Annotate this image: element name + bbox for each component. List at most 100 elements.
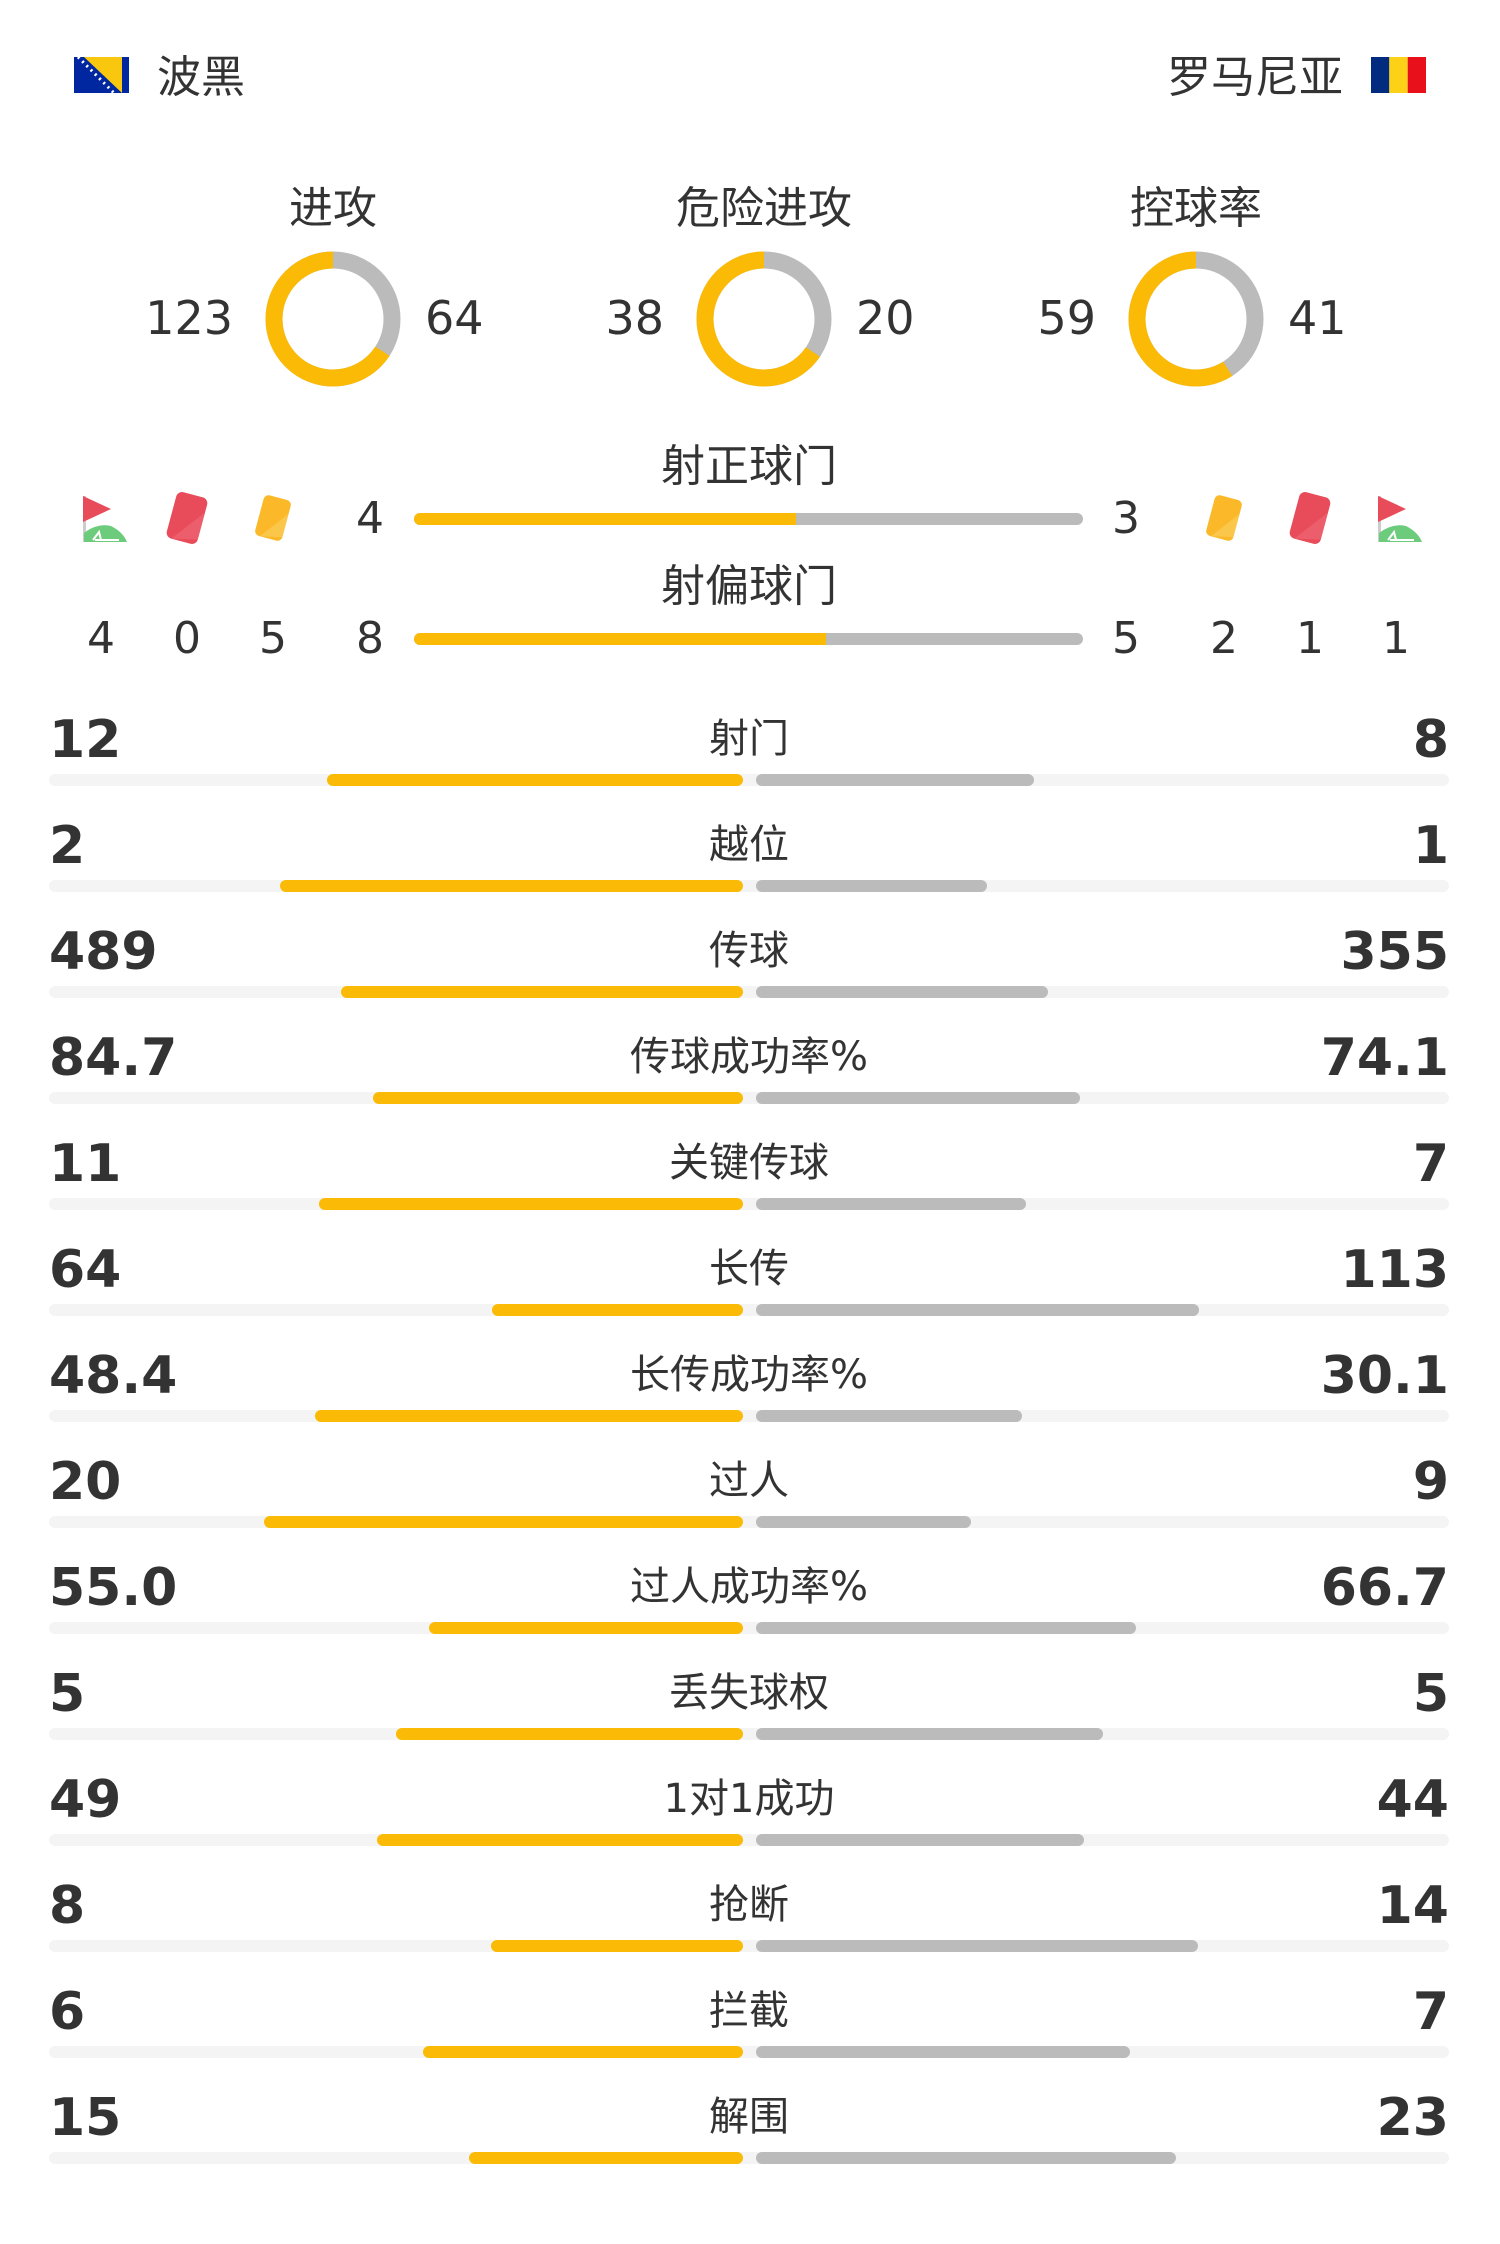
stat-away-value: 355 — [1340, 922, 1449, 982]
stat-away-value: 14 — [1376, 1876, 1449, 1936]
stat-label: 解围 — [709, 2094, 789, 2140]
stat-row: 8 抢断 14 — [0, 1876, 1500, 1956]
stat-away-value: 7 — [1412, 1982, 1449, 2042]
stat-home-value: 49 — [49, 1770, 122, 1830]
shots-off-target-home: 8 — [356, 613, 384, 664]
stat-track — [49, 2152, 1449, 2164]
stat-row: 15 解围 23 — [0, 2088, 1500, 2168]
shots-off-target-away: 5 — [1112, 613, 1140, 664]
stat-away-value: 7 — [1412, 1134, 1449, 1194]
stat-home-bar — [429, 1622, 743, 1634]
stat-track — [49, 1834, 1449, 1846]
stat-home-value: 2 — [49, 816, 86, 876]
stat-track — [49, 986, 1449, 998]
stat-row: 489 传球 355 — [0, 922, 1500, 1002]
donut-home-value: 38 — [605, 291, 664, 345]
stat-label: 拦截 — [709, 1988, 789, 2034]
stat-away-value: 8 — [1412, 710, 1449, 770]
stat-home-value: 84.7 — [49, 1028, 178, 1088]
shots-off-target-label: 射偏球门 — [661, 561, 837, 612]
stat-away-bar — [756, 2152, 1177, 2164]
stat-home-value: 64 — [49, 1240, 122, 1300]
stat-home-bar — [492, 1304, 743, 1316]
stat-track — [49, 1516, 1449, 1528]
stat-home-bar — [280, 880, 743, 892]
donut-title: 危险进攻 — [676, 183, 852, 234]
donut-home-value: 59 — [1037, 291, 1096, 345]
stat-track — [49, 1940, 1449, 1952]
stat-label: 越位 — [709, 822, 789, 868]
away-corners: 1 — [1382, 613, 1410, 664]
stat-home-value: 489 — [49, 922, 158, 982]
stat-home-value: 5 — [49, 1664, 86, 1724]
corner-flag-icon — [71, 488, 131, 548]
stat-track — [49, 1410, 1449, 1422]
stat-label: 长传 — [709, 1246, 789, 1292]
stat-home-bar — [469, 2152, 743, 2164]
stat-row: 5 丢失球权 5 — [0, 1664, 1500, 1744]
shots-on-target-home-fill — [414, 513, 797, 525]
donut-away-value: 64 — [425, 291, 484, 345]
donut-home-arc — [696, 251, 832, 387]
stat-home-bar — [326, 774, 743, 786]
corner-flag-icon — [1366, 488, 1426, 548]
stat-home-value: 15 — [49, 2088, 122, 2148]
stat-home-value: 12 — [49, 710, 122, 770]
stat-track — [49, 774, 1449, 786]
home-red-cards: 0 — [173, 613, 201, 664]
stat-row: 48.4 长传成功率% 30.1 — [0, 1346, 1500, 1426]
stat-row: 55.0 过人成功率% 66.7 — [0, 1558, 1500, 1638]
stat-away-bar — [756, 1092, 1080, 1104]
stat-row: 2 越位 1 — [0, 816, 1500, 896]
stat-home-value: 6 — [49, 1982, 86, 2042]
stat-away-value: 113 — [1340, 1240, 1449, 1300]
stat-away-value: 66.7 — [1320, 1558, 1449, 1618]
stat-home-bar — [396, 1728, 743, 1740]
stat-home-bar — [490, 1940, 743, 1952]
stat-away-bar — [756, 1516, 972, 1528]
stat-label: 过人成功率% — [629, 1564, 868, 1610]
shots-off-target-bar — [414, 633, 1083, 645]
stat-label: 长传成功率% — [629, 1352, 868, 1398]
stat-home-value: 48.4 — [49, 1346, 178, 1406]
stat-track — [49, 1728, 1449, 1740]
stat-label: 关键传球 — [669, 1140, 829, 1186]
away-red-cards: 1 — [1296, 613, 1324, 664]
away-team-name: 罗马尼亚 — [1167, 52, 1343, 103]
donut-away-value: 20 — [856, 291, 915, 345]
donut-home-value: 123 — [145, 291, 233, 345]
stat-label: 抢断 — [709, 1882, 789, 1928]
donut-chart — [265, 251, 401, 387]
stat-away-bar — [756, 1728, 1103, 1740]
shots-on-target-home: 4 — [356, 493, 384, 544]
stat-label: 射门 — [709, 716, 789, 762]
donut-away-value: 41 — [1288, 291, 1347, 345]
stat-away-value: 30.1 — [1320, 1346, 1449, 1406]
stat-label: 丢失球权 — [669, 1670, 829, 1716]
stat-label: 传球 — [709, 928, 789, 974]
stat-home-value: 11 — [49, 1134, 122, 1194]
stat-label: 过人 — [709, 1458, 789, 1504]
donut-home-arc — [265, 251, 401, 387]
stat-away-bar — [756, 1622, 1137, 1634]
stat-away-bar — [756, 1410, 1023, 1422]
stat-row: 6 拦截 7 — [0, 1982, 1500, 2062]
stat-track — [49, 1304, 1449, 1316]
shots-off-target-home-fill — [414, 633, 826, 645]
stat-row: 64 长传 113 — [0, 1240, 1500, 1320]
yellow-card-icon — [1194, 488, 1254, 548]
stat-row: 11 关键传球 7 — [0, 1134, 1500, 1214]
stat-away-value: 5 — [1412, 1664, 1449, 1724]
donut-chart — [696, 251, 832, 387]
bosnia-flag-icon — [74, 55, 129, 95]
stat-row: 49 1对1成功 44 — [0, 1770, 1500, 1850]
stat-home-bar — [340, 986, 743, 998]
stat-away-value: 23 — [1376, 2088, 1449, 2148]
red-card-icon — [1280, 488, 1340, 548]
donut-home-arc — [1128, 251, 1264, 387]
stat-home-bar — [264, 1516, 743, 1528]
shots-on-target-away: 3 — [1112, 493, 1140, 544]
stat-away-bar — [756, 2046, 1130, 2058]
stat-away-bar — [756, 986, 1048, 998]
stat-row: 20 过人 9 — [0, 1452, 1500, 1532]
